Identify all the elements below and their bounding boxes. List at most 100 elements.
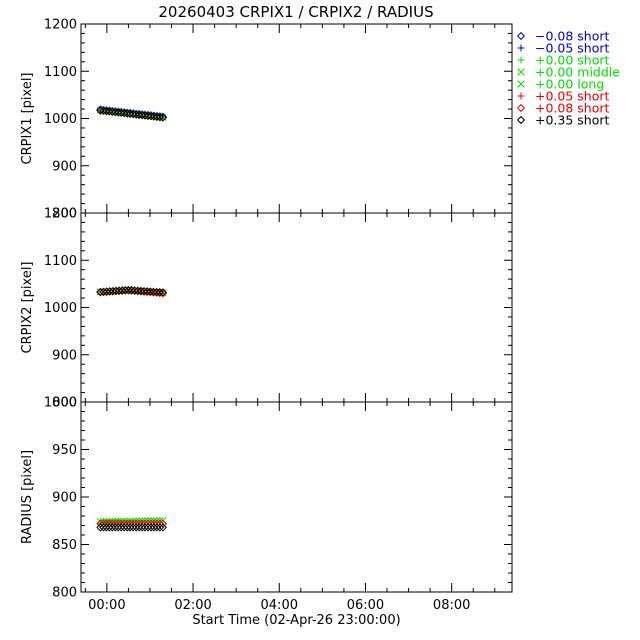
legend-item: +0.05 short (517, 89, 610, 104)
plot-frame (80, 212, 513, 403)
y-tick-label: 900 (52, 491, 77, 506)
data-point (152, 288, 161, 297)
data-point (149, 112, 159, 121)
plot-frame (80, 401, 513, 593)
series-3 (96, 285, 167, 297)
data-point (155, 523, 165, 532)
data-point (158, 289, 167, 298)
series-3 (96, 523, 167, 532)
y-tick-label: 800 (52, 586, 77, 601)
legend-item: +0.00 long (517, 77, 604, 92)
legend-label: +0.05 short (535, 89, 610, 104)
data-point (108, 107, 117, 116)
legend-marker (517, 56, 525, 64)
y-tick-label: 1000 (44, 396, 77, 411)
data-point (111, 108, 120, 117)
data-point (105, 107, 114, 116)
legend-label: +0.00 short (535, 53, 610, 68)
data-point (155, 113, 165, 122)
data-point (155, 288, 164, 297)
legend-label: +0.00 middle (535, 65, 620, 80)
data-point (96, 523, 105, 532)
x-tick-label: 06:00 (347, 598, 384, 613)
y-tick-label: 800 (52, 396, 77, 411)
data-point (152, 112, 162, 121)
chart-legend: −0.08 short−0.05 short+0.00 short+0.00 m… (516, 29, 620, 128)
data-point (121, 286, 130, 295)
y-axis-label: CRPIX2 [pixel] (20, 261, 35, 353)
data-point (158, 113, 167, 122)
legend-marker (517, 80, 525, 88)
data-point (123, 109, 132, 118)
legend-marker (517, 92, 525, 100)
chart-title: 20260403 CRPIX1 / CRPIX2 / RADIUS (158, 3, 433, 21)
data-point (152, 523, 162, 532)
data-point (114, 523, 123, 532)
data-point (114, 108, 123, 117)
chart-panels: 800 900 1000 1100 1200 CRPIX1 [pixel] 800 900 10… (20, 18, 513, 628)
data-point (133, 286, 142, 295)
x-axis-label: Start Time (02-Apr-26 23:00:00) (192, 613, 400, 628)
legend-label: −0.05 short (535, 41, 610, 56)
x-tick-label: 08:00 (433, 598, 470, 613)
data-point (120, 109, 129, 118)
data-point (123, 523, 132, 532)
data-point (137, 523, 147, 532)
data-point (117, 108, 126, 117)
panel-3: 800 850 900 950 1000 00:00 02:00 04:00 06:00 08:0… (20, 396, 513, 628)
data-point (105, 287, 114, 296)
data-point (111, 286, 121, 295)
data-point (146, 523, 156, 532)
panel-1: 800 900 1000 1100 1200 CRPIX1 [pixel] (20, 18, 513, 222)
legend-item: −0.05 short (517, 41, 610, 56)
data-point (111, 523, 120, 532)
data-point (117, 523, 126, 532)
data-point (96, 287, 105, 297)
data-point (131, 523, 141, 532)
data-point (140, 523, 150, 532)
data-point (108, 286, 117, 296)
data-point (118, 286, 127, 295)
y-tick-label: 900 (52, 159, 77, 174)
data-point (136, 286, 146, 295)
data-point (149, 523, 159, 532)
y-axis-label: CRPIX1 [pixel] (20, 72, 35, 164)
legend-marker (517, 68, 525, 76)
data-point (126, 523, 135, 532)
y-tick-label: 800 (52, 207, 77, 222)
data-point (155, 288, 164, 298)
data-point (126, 109, 135, 118)
x-tick-label: 02:00 (174, 598, 211, 613)
y-tick-label: 900 (52, 348, 77, 363)
y-tick-label: 1100 (44, 65, 77, 80)
y-axis-label: RADIUS [pixel] (20, 450, 35, 544)
legend-label: +0.35 short (535, 113, 610, 128)
data-point (149, 288, 158, 297)
legend-item: +0.08 short (516, 101, 610, 116)
data-point (102, 523, 111, 532)
y-tick-label: 1000 (44, 301, 77, 316)
legend-label: +0.00 long (535, 77, 604, 92)
data-point (99, 287, 108, 296)
y-tick-label: 1200 (44, 207, 77, 222)
data-point (139, 286, 149, 296)
data-point (127, 286, 136, 295)
data-point (134, 110, 144, 119)
data-point (140, 111, 150, 120)
data-point (124, 285, 133, 295)
legend-label: −0.08 short (535, 29, 610, 44)
data-point (152, 287, 161, 297)
x-tick-label: 04:00 (261, 598, 298, 613)
data-point (158, 523, 167, 532)
data-point (131, 110, 141, 119)
legend-item: +0.00 middle (517, 65, 620, 80)
legend-marker (516, 31, 526, 41)
legend-item: −0.08 short (516, 29, 610, 44)
data-point (99, 106, 108, 115)
data-point (96, 106, 105, 115)
data-point (137, 111, 147, 120)
legend-item: +0.00 short (517, 53, 610, 68)
data-point (143, 523, 153, 532)
legend-label: +0.08 short (535, 101, 610, 116)
